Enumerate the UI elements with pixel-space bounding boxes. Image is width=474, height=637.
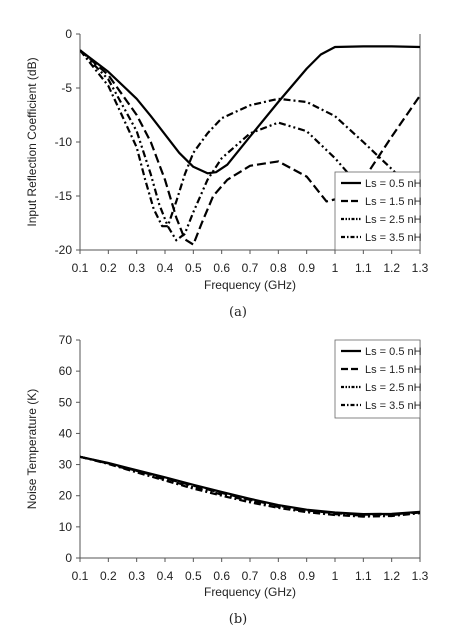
chart-0: 0 -5 -10 -15 -20 0.1 0.2 0.3 0.4 0.5 0.6 0.7 0.8 0.9 1… bbox=[25, 27, 429, 320]
x-tick-label: 1.3 bbox=[412, 261, 429, 275]
x-tick-label: 0.7 bbox=[242, 261, 259, 275]
x-tick-label: 0.9 bbox=[298, 569, 315, 583]
series-line-3 bbox=[80, 455, 420, 518]
y-tick-label: -5 bbox=[61, 81, 72, 95]
x-tick-label: 0.2 bbox=[100, 261, 117, 275]
figure-caption: (b) bbox=[229, 612, 247, 627]
x-tick-label: 0.1 bbox=[72, 261, 89, 275]
series-line-2 bbox=[80, 49, 407, 242]
legend-box bbox=[334, 339, 421, 419]
x-tick-label: 0.6 bbox=[213, 569, 230, 583]
series-line-3 bbox=[80, 49, 401, 228]
y-tick-label: 60 bbox=[59, 364, 73, 378]
legend-label: Ls = 2.5 nH bbox=[365, 382, 422, 394]
y-tick-label: 50 bbox=[59, 395, 73, 409]
x-tick-label: 0.4 bbox=[157, 569, 174, 583]
y-tick-label: 10 bbox=[59, 520, 73, 534]
y-tick-label: 40 bbox=[59, 426, 73, 440]
x-tick-label: 0.3 bbox=[128, 569, 145, 583]
figure-caption: (a) bbox=[229, 305, 247, 320]
chart-1: 0 10 20 30 40 50 60 70 0.1 0.2 0.3 0.4 0.5 0.6 0.7 0.8 0… bbox=[25, 333, 429, 627]
y-axis-label: Noise Temperature (K) bbox=[25, 389, 39, 510]
x-tick-label: 1.1 bbox=[355, 261, 372, 275]
x-tick-label: 0.1 bbox=[72, 569, 89, 583]
y-tick-label: 0 bbox=[65, 551, 72, 565]
legend-label: Ls = 3.5 nH bbox=[365, 400, 422, 412]
x-tick-label: 0.8 bbox=[270, 261, 287, 275]
legend-label: Ls = 2.5 nH bbox=[365, 214, 422, 226]
x-tick-label: 1.3 bbox=[412, 569, 429, 583]
x-tick-label: 0.5 bbox=[185, 261, 202, 275]
x-axis-label: Frequency (GHz) bbox=[204, 585, 296, 599]
y-tick-label: -15 bbox=[55, 189, 73, 203]
legend: Ls = 0.5 nH Ls = 1.5 nH Ls = 2.5 nH Ls = 3.… bbox=[334, 339, 422, 419]
x-tick-label: 0.4 bbox=[157, 261, 174, 275]
y-tick-label: 20 bbox=[59, 489, 73, 503]
series-line-2 bbox=[80, 455, 420, 517]
legend-label: Ls = 1.5 nH bbox=[365, 196, 422, 208]
x-tick-label: 0.3 bbox=[128, 261, 145, 275]
x-tick-label: 1.2 bbox=[383, 261, 400, 275]
x-tick-label: 0.6 bbox=[213, 261, 230, 275]
x-tick-label: 1.1 bbox=[355, 569, 372, 583]
legend-box bbox=[334, 171, 421, 251]
legend-label: Ls = 0.5 nH bbox=[365, 346, 422, 358]
x-tick-label: 1.2 bbox=[383, 569, 400, 583]
legend-label: Ls = 0.5 nH bbox=[365, 178, 422, 190]
x-axis-label: Frequency (GHz) bbox=[204, 278, 296, 292]
legend-label: Ls = 3.5 nH bbox=[365, 232, 422, 244]
legend-label: Ls = 1.5 nH bbox=[365, 364, 422, 376]
x-tick-label: 1 bbox=[332, 261, 339, 275]
y-tick-label: 30 bbox=[59, 458, 73, 472]
x-tick-label: 0.7 bbox=[242, 569, 259, 583]
series-line-0 bbox=[80, 455, 420, 516]
x-tick-label: 1 bbox=[332, 569, 339, 583]
y-tick-label: -10 bbox=[55, 135, 73, 149]
legend: Ls = 0.5 nH Ls = 1.5 nH Ls = 2.5 nH Ls = 3.… bbox=[334, 171, 422, 251]
y-tick-label: -20 bbox=[55, 243, 73, 257]
y-tick-label: 0 bbox=[65, 27, 72, 41]
x-tick-label: 0.9 bbox=[298, 261, 315, 275]
x-tick-label: 0.2 bbox=[100, 569, 117, 583]
x-tick-label: 0.8 bbox=[270, 569, 287, 583]
series-line-1 bbox=[80, 455, 420, 516]
x-tick-label: 0.5 bbox=[185, 569, 202, 583]
series-line-0 bbox=[80, 45, 420, 175]
y-tick-label: 70 bbox=[59, 333, 73, 347]
y-axis-label: Input Reflection Coefficient (dB) bbox=[25, 57, 39, 226]
